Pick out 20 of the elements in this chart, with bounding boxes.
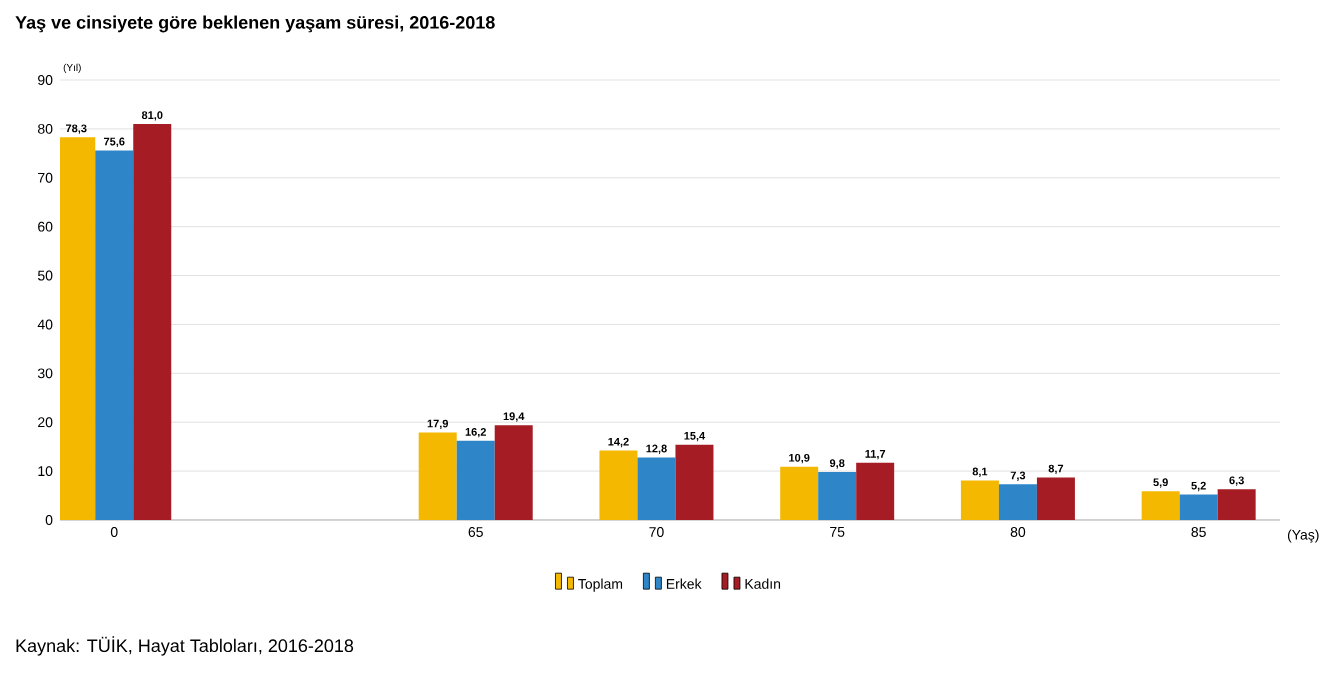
- bar: [960, 480, 999, 520]
- bar: [418, 432, 457, 520]
- bar: [1179, 494, 1218, 520]
- bar: [95, 150, 134, 520]
- bar: [780, 466, 819, 520]
- chart-title: Yaş ve cinsiyete göre beklenen yaşam süresi, 2016-2018: [15, 15, 495, 33]
- bar: [1141, 491, 1180, 520]
- bar: [60, 137, 96, 520]
- bar: [856, 462, 895, 520]
- bar: [1217, 489, 1256, 520]
- bar: [818, 472, 857, 520]
- bar: [1036, 477, 1075, 520]
- bar: [456, 440, 495, 520]
- bar: [599, 450, 638, 520]
- bar: [675, 444, 714, 520]
- bar: [133, 124, 172, 520]
- text: Kaynak: TÜİK, Hayat Tabloları, 2016-2018: [16, 636, 354, 656]
- bar: [998, 484, 1037, 520]
- bar: [494, 425, 533, 520]
- bar: [637, 457, 676, 520]
